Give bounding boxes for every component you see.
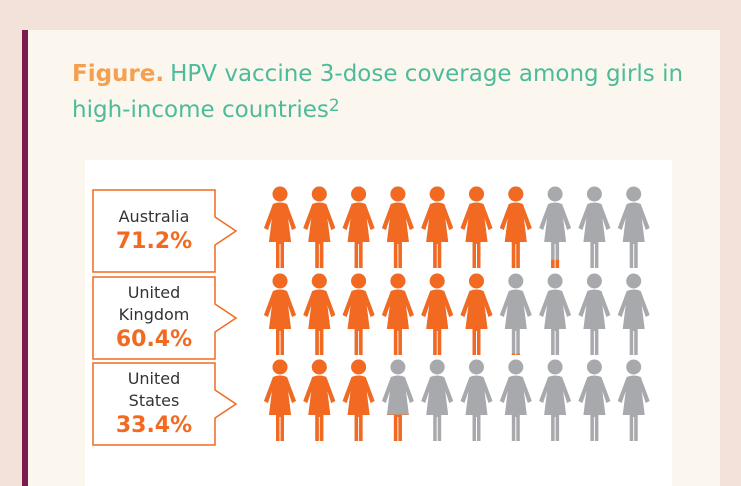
person-icon (499, 359, 532, 441)
icon-fill (303, 273, 336, 355)
icon-fill (264, 359, 296, 441)
icon-fill (303, 359, 336, 441)
person-icon (421, 186, 454, 268)
person-icon (578, 273, 611, 355)
person-icon (342, 186, 375, 268)
icon-fill (342, 186, 375, 268)
row-label: Australia 71.2% (93, 190, 215, 272)
icon-fill (421, 186, 454, 268)
icon-fill (499, 186, 532, 268)
person-icon (539, 359, 572, 441)
person-icon (617, 359, 650, 441)
icon-fill (421, 273, 454, 355)
icon-fill (460, 273, 493, 355)
icon-fill (264, 186, 296, 268)
person-icon (578, 186, 611, 268)
person-icon (381, 186, 414, 268)
row-label: United States 33.4% (93, 363, 215, 445)
person-icon (303, 186, 336, 268)
category-label: Australia (118, 207, 190, 226)
person-icon (303, 273, 336, 355)
chart-title: Figure. HPV vaccine 3-dose coverage among… (72, 58, 692, 126)
person-icon (499, 186, 532, 268)
row-label: United Kingdom 60.4% (93, 277, 215, 359)
value-label: 71.2% (115, 229, 193, 254)
person-icon (264, 186, 296, 268)
label-box (92, 189, 238, 273)
person-icon (617, 186, 650, 268)
value-label: 33.4% (115, 413, 193, 438)
icon-fill (381, 186, 414, 268)
icon-fill (511, 353, 520, 355)
icon-fill (460, 186, 493, 268)
title-label: Figure. (72, 61, 165, 87)
title-ref: 2 (328, 96, 340, 116)
person-icon (578, 359, 611, 441)
icon-fill (342, 359, 375, 441)
person-icon (264, 359, 296, 441)
icon-fill (551, 259, 560, 268)
icon-fill (264, 273, 296, 355)
icon-fill (303, 186, 336, 268)
category-label: United States (127, 369, 181, 410)
person-icon (381, 359, 414, 441)
person-icon (264, 273, 296, 355)
label-box (92, 276, 238, 360)
label-box (92, 362, 238, 446)
person-icon (381, 273, 414, 355)
person-icon (460, 359, 493, 441)
value-label: 60.4% (115, 327, 193, 352)
person-icon (342, 273, 375, 355)
icon-fill (381, 273, 414, 355)
title-text: HPV vaccine 3-dose coverage among girls … (72, 61, 684, 123)
person-icon (460, 273, 493, 355)
person-icon (421, 359, 454, 441)
person-icon (539, 186, 572, 268)
person-icon (421, 273, 454, 355)
person-icon (342, 359, 375, 441)
person-icon (499, 273, 532, 355)
icon-fill (342, 273, 375, 355)
category-label: United Kingdom (118, 283, 190, 324)
person-icon (539, 273, 572, 355)
person-icon (617, 273, 650, 355)
person-icon (460, 186, 493, 268)
person-icon (303, 359, 336, 441)
